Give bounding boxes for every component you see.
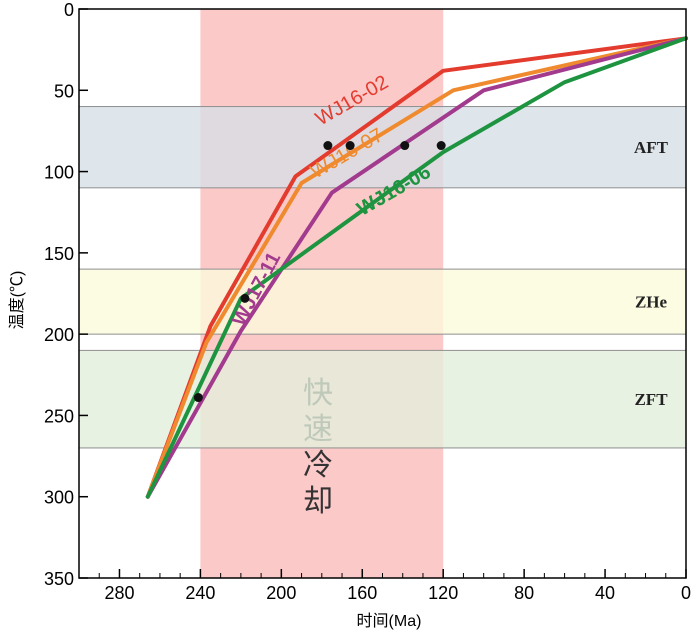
x-tick-label: 40 (595, 583, 615, 603)
band-label-zhe: ZHe (635, 293, 668, 312)
x-tick-label: 160 (347, 583, 377, 603)
y-tick-label: 200 (44, 325, 74, 345)
y-axis-title: 温度(℃) (8, 271, 26, 330)
y-tick-label: 150 (44, 244, 74, 264)
sample-points (193, 141, 446, 403)
y-tick-label: 300 (44, 488, 74, 508)
y-tick-label: 0 (64, 0, 74, 20)
sample-point (193, 393, 203, 403)
series-line-wj16-07 (145, 36, 688, 499)
x-axis-title: 时间(Ma) (357, 612, 422, 630)
band-label-zft: ZFT (634, 390, 668, 409)
labels: 时间(Ma) 温度(℃) (8, 271, 421, 630)
y-tick-label: 350 (44, 569, 74, 589)
y-tick-label: 100 (44, 163, 74, 183)
x-tick-label: 280 (104, 583, 134, 603)
thermochronometer-bands: AFT ZHe ZFT (78, 106, 687, 449)
y-tick-label: 250 (44, 406, 74, 426)
band-zhe (78, 268, 687, 335)
x-tick-label: 200 (266, 583, 296, 603)
band-aft (78, 106, 687, 189)
sample-point (240, 293, 250, 303)
x-tick-label: 0 (681, 583, 691, 603)
sample-point (400, 141, 410, 151)
sample-point (345, 141, 355, 151)
y-tick-label: 50 (54, 81, 74, 101)
band-label-aft: AFT (634, 138, 669, 157)
x-tick-label: 240 (185, 583, 215, 603)
sample-point (436, 141, 446, 151)
series-line-wj16-06 (145, 36, 688, 499)
x-tick-label: 120 (428, 583, 458, 603)
series-line-wj17-11 (145, 36, 688, 499)
axes: 280 240 200 160 120 80 40 0 0 50 100 150 200 250 300 35… (44, 0, 691, 603)
x-tick-label: 80 (514, 583, 534, 603)
sample-point (323, 141, 333, 151)
